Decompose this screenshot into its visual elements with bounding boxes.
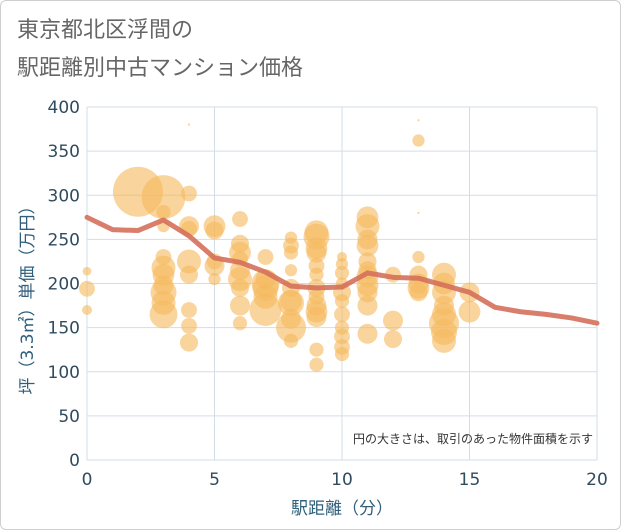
y-tick-label: 300 — [48, 186, 80, 206]
bubble-point — [82, 304, 92, 315]
chart-title-line-2: 駅距離別中古マンション価格 — [17, 56, 304, 81]
x-tick-label: 10 — [331, 470, 353, 490]
bubble-point — [412, 250, 425, 264]
bubble-point — [356, 234, 379, 257]
bubble-point — [179, 265, 199, 284]
trend-line — [84, 214, 600, 326]
bubble-point — [141, 175, 186, 219]
bubble-point — [283, 245, 299, 260]
bubble-point — [383, 310, 403, 331]
bubble-point — [257, 249, 274, 265]
bubble-point — [412, 134, 425, 147]
bubble-point — [181, 302, 197, 318]
y-tick-label: 0 — [69, 451, 80, 471]
y-tick-label: 350 — [48, 142, 80, 162]
bubble-point — [306, 242, 327, 263]
x-tick-label: 20 — [586, 470, 608, 490]
bubble-point — [208, 272, 221, 286]
bubble-point — [417, 119, 420, 122]
y-tick-label: 50 — [58, 407, 80, 427]
bubble-point — [417, 211, 420, 215]
x-tick-label: 5 — [209, 470, 220, 490]
x-axis-title: 駅距離（分） — [291, 499, 393, 519]
bubble-point — [232, 316, 248, 331]
bubble-point — [276, 312, 306, 343]
y-tick-label: 100 — [48, 363, 80, 383]
bubble-point — [230, 295, 250, 316]
x-tick-label: 0 — [82, 470, 93, 490]
bubble-point — [284, 264, 298, 277]
bubble-size-note: 円の大きさは、取引のあった物件面積を示す — [353, 431, 593, 446]
bubble-point — [232, 211, 248, 227]
bubble-point — [309, 342, 324, 357]
bubble-point — [334, 347, 350, 362]
y-tick-label: 200 — [48, 275, 80, 295]
bubble-point — [177, 249, 201, 274]
x-tick-label: 15 — [459, 470, 481, 490]
bubble-point — [156, 204, 171, 220]
bubble-point — [230, 278, 250, 297]
bubble-point — [149, 300, 178, 329]
bubble-point — [283, 333, 299, 348]
bubble-point — [409, 283, 428, 302]
bubble-point — [205, 221, 224, 240]
bubble-point — [179, 333, 199, 352]
bubble-point — [334, 294, 350, 309]
bubble-point — [249, 293, 282, 326]
tick-label-layer: 0 50 100 150 200 250 300 350 400 0 5 10 15 20 — [48, 98, 608, 490]
bubble-layer — [79, 119, 481, 372]
bubble-point — [458, 300, 481, 323]
chart-title-line-1: 東京都北区浮間の — [17, 18, 194, 43]
bubble-point — [79, 280, 95, 297]
bubble-point — [357, 295, 378, 316]
bubble-point — [278, 289, 304, 316]
trend-line-layer — [84, 214, 600, 326]
bubble-point — [383, 330, 403, 349]
y-tick-label: 150 — [48, 319, 80, 339]
y-axis-title: 坪（3.3㎡）単価（万円） — [18, 197, 38, 394]
bubble-point — [309, 267, 324, 282]
bubble-point — [432, 328, 456, 353]
bubble-point — [334, 306, 350, 323]
bubble-point — [187, 123, 191, 126]
y-tick-label: 250 — [48, 230, 80, 250]
bubble-point — [334, 265, 350, 280]
bubble-point — [309, 357, 324, 372]
bubble-point — [82, 266, 92, 276]
bubble-point — [181, 317, 197, 334]
y-tick-label: 400 — [48, 98, 80, 118]
bubble-point — [306, 307, 327, 328]
bubble-point — [181, 185, 197, 202]
bubble-point — [357, 323, 378, 344]
